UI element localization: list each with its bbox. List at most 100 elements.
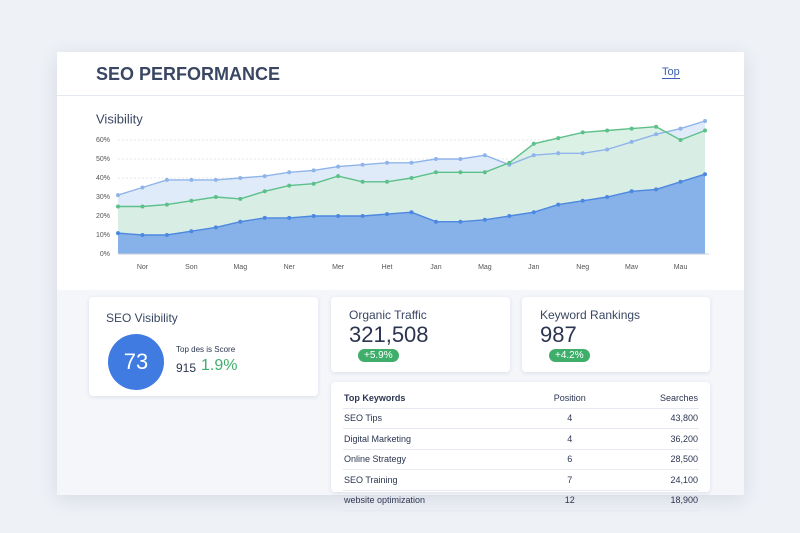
caption: Top des is Score [176,345,236,354]
point [385,212,390,217]
point [116,204,120,209]
point [287,215,292,220]
top-link[interactable]: Top [662,66,680,79]
card: Keyword Rankings 987 +4.2% [522,297,710,372]
y-tick-label: 0% [100,251,110,258]
panel: SEO PERFORMANCE Top Visibility 0% 10% 20% 3… [57,52,744,511]
point [654,132,659,137]
table-cell: 18,900 [608,490,699,511]
point [311,214,316,218]
y-tick-label: 20% [96,213,110,220]
table-cell: 4 [531,408,609,429]
header-cell: Position [531,388,609,409]
y-tick-label: 30% [96,194,110,201]
point [140,204,145,209]
point [629,139,634,144]
point [262,189,267,194]
point [213,177,218,182]
header-cell: Searches [608,388,699,409]
point [164,233,169,237]
point [287,183,292,188]
point [189,198,194,203]
point [213,225,218,230]
point [678,179,683,184]
point [213,195,218,199]
table-row: SEO Tips 4 43,800 [343,408,699,429]
x-tick-label: Jan [430,264,441,271]
point [433,219,438,224]
point [580,198,585,203]
point [238,176,243,180]
point [629,189,634,194]
table-cell: Online Strategy [343,449,532,470]
card-title: SEO Visibility [106,311,178,325]
table-cell: 43,800 [608,408,699,429]
point [140,185,145,190]
point [262,215,267,220]
card-title: Organic Traffic [349,308,427,322]
y-tick-label: 40% [96,175,110,182]
point [116,231,120,236]
point [189,177,194,182]
table-row: Digital Marketing 4 36,200 [343,428,699,450]
point [409,210,414,215]
point [336,174,341,179]
chart: Visibility 0% 10% 20% 30% 40% 50% 60% Nor Son Mag… [96,111,709,271]
keyword-table: Top Keywords Position Searches SEO Tips 4… [331,382,710,511]
chart-title: Visibility [96,111,143,126]
point [385,179,390,184]
change-pill: +4.2% [549,349,590,362]
point [385,160,390,165]
table-header: Top Keywords Position Searches [343,388,699,409]
x-tick-label: Mag [478,264,492,271]
point [336,214,341,218]
point [116,193,120,198]
y-tick-label: 10% [96,232,110,239]
table-row: Online Strategy 6 28,500 [343,449,699,470]
x-tick-label: Neg [576,264,589,271]
point [654,124,659,129]
sub-value: 915 [176,361,197,375]
card-title: Keyword Rankings [540,308,641,322]
point [238,196,243,201]
point [629,126,634,131]
point [556,136,561,141]
x-tick-label: Ner [284,264,296,271]
x-tick-label: Mau [674,264,688,271]
point [433,170,438,175]
point [703,172,707,177]
header-cell: Top Keywords [343,388,532,409]
table-cell: 4 [531,428,609,450]
point [311,181,316,186]
point [605,147,610,152]
point [164,202,169,207]
point [360,162,365,167]
point [336,164,341,169]
card: Organic Traffic 321,508 +5.9% [331,297,510,372]
point [409,160,414,165]
point [482,217,487,222]
point [703,128,707,133]
point [507,160,512,165]
y-tick-label: 60% [96,137,110,144]
point [360,179,365,184]
table: Top Keywords Position Searches SEO Tips 4… [343,388,699,511]
point [580,130,585,135]
x-tick-label: Mer [332,264,345,271]
point [605,128,610,133]
point [433,157,438,161]
point [482,153,487,158]
table-cell: 36,200 [608,428,699,450]
x-tick-label: Jan [528,264,539,271]
table-cell: 24,100 [608,469,699,491]
point [531,210,536,215]
chart-box: Visibility 0% 10% 20% 30% 40% 50% 60% Nor Son Mag… [57,96,744,290]
point [605,195,610,199]
card-value: 987 [540,322,577,347]
table-cell: 6 [531,449,609,470]
change: 1.9% [201,357,238,374]
point [262,174,267,179]
point [580,151,585,156]
point [531,153,536,158]
point [409,176,414,180]
